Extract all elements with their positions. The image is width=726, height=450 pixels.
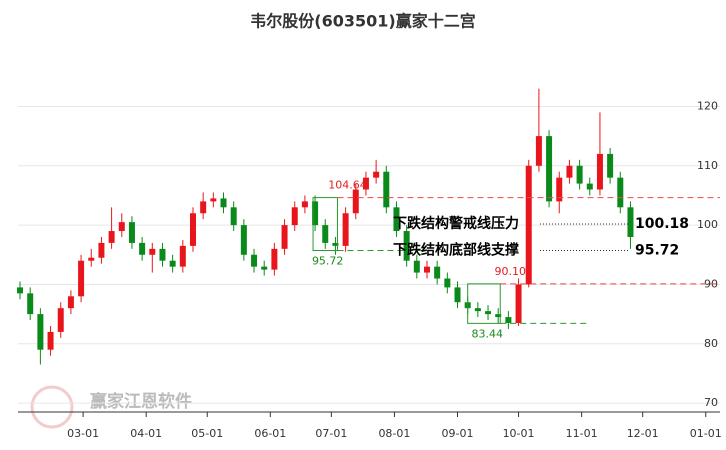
- candle-body: [474, 308, 481, 312]
- range-box: [312, 197, 338, 252]
- level-name: 下跌结构底部线支撑: [393, 242, 519, 259]
- box-low-label: 95.72: [312, 255, 344, 268]
- candle-body: [535, 136, 542, 166]
- candle-body: [179, 245, 186, 267]
- candle-body: [128, 222, 135, 243]
- candle-body: [362, 177, 369, 190]
- x-tick-label: 04-01: [130, 427, 162, 440]
- y-tick-label: 100: [697, 218, 718, 231]
- y-tick-label: 80: [704, 337, 718, 350]
- candle-body: [423, 266, 430, 273]
- candle-body: [495, 314, 502, 318]
- x-tick-label: 08-01: [378, 427, 410, 440]
- candle-body: [586, 183, 593, 190]
- candle-body: [576, 165, 583, 184]
- candle-body: [139, 242, 146, 255]
- candle-body: [220, 198, 227, 208]
- candle-body: [159, 248, 166, 261]
- candle-body: [403, 231, 410, 261]
- candle-body: [352, 189, 359, 214]
- x-tick-label: 05-01: [191, 427, 223, 440]
- box-high-label: 104.64: [328, 179, 367, 192]
- candle-body: [434, 266, 441, 279]
- candle-body: [118, 222, 125, 232]
- x-tick-label: 12-01: [627, 427, 659, 440]
- candle-body: [17, 287, 24, 294]
- x-tick-label: 01-01: [690, 427, 722, 440]
- candle-body: [88, 257, 95, 261]
- x-tick-label: 07-01: [315, 427, 347, 440]
- x-tick-label: 03-01: [67, 427, 99, 440]
- level-value: 95.72: [635, 243, 679, 259]
- candle-body: [47, 331, 54, 350]
- box-low-label: 83.44: [471, 327, 503, 340]
- candle-body: [230, 207, 237, 226]
- candle-body: [301, 201, 308, 208]
- candle-body: [169, 260, 176, 267]
- candle-body: [322, 225, 329, 243]
- candle-body: [200, 201, 207, 214]
- candle-body: [383, 171, 390, 208]
- x-tick-label: 09-01: [442, 427, 474, 440]
- candle-body: [505, 317, 512, 324]
- chart-title: 韦尔股份(603501)赢家十二宫: [250, 12, 475, 31]
- candle-body: [78, 260, 85, 297]
- watermark: 赢家江恩软件: [90, 391, 192, 412]
- candle-body: [312, 201, 319, 226]
- candle-body: [332, 242, 339, 246]
- candle-body: [454, 287, 461, 303]
- level-value: 100.18: [635, 216, 689, 232]
- candle-body: [57, 308, 64, 332]
- candle-body: [627, 207, 634, 237]
- candle-body: [240, 225, 247, 255]
- candle-body: [37, 314, 44, 350]
- box-high-label: 90.10: [494, 265, 526, 278]
- candle-body: [291, 207, 298, 226]
- range-box: [467, 283, 501, 324]
- y-tick-label: 70: [704, 396, 718, 409]
- candle-body: [444, 278, 451, 288]
- candle-body: [189, 213, 196, 246]
- candle-body: [596, 153, 603, 190]
- candle-body: [108, 231, 115, 243]
- x-tick-label: 06-01: [254, 427, 286, 440]
- candle-body: [525, 165, 532, 285]
- y-tick-label: 120: [697, 99, 718, 112]
- candle-body: [485, 311, 492, 315]
- y-tick-label: 110: [697, 159, 718, 172]
- candle-body: [546, 136, 553, 202]
- candle-body: [566, 165, 573, 178]
- x-tick-label: 10-01: [503, 427, 535, 440]
- candle-body: [556, 177, 563, 202]
- candle-body: [617, 177, 624, 208]
- watermark-logo: [30, 385, 74, 429]
- candle-body: [281, 225, 288, 249]
- candle-body: [271, 248, 278, 270]
- candle-body: [373, 171, 380, 178]
- candle-body: [413, 260, 420, 273]
- level-name: 下跌结构警戒线压力: [393, 215, 519, 232]
- candle-body: [27, 293, 34, 315]
- x-tick-label: 11-01: [566, 427, 598, 440]
- candle-body: [393, 207, 400, 232]
- candle-body: [515, 284, 522, 324]
- candle-body: [210, 198, 217, 202]
- candle-body: [607, 153, 614, 178]
- candle-body: [67, 296, 74, 309]
- candle-body: [251, 254, 258, 267]
- candle-body: [342, 213, 349, 246]
- candle-body: [261, 266, 268, 270]
- candle-body: [98, 242, 105, 258]
- candle-body: [149, 248, 156, 255]
